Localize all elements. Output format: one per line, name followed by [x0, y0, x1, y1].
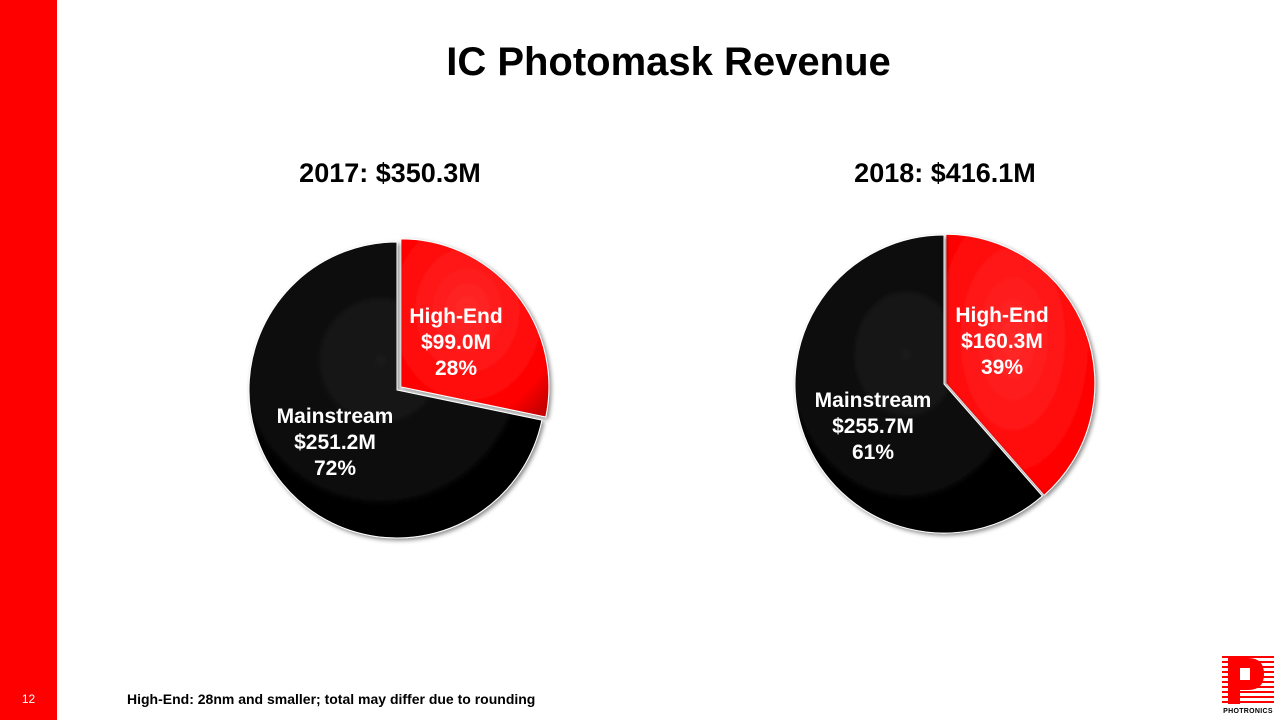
footnote: High-End: 28nm and smaller; total may di… — [127, 691, 536, 707]
logo-text: PHOTRONICS — [1223, 708, 1273, 715]
slice-label-high-end-0: High-End $99.0M 28% — [409, 305, 502, 380]
left-accent-bar — [0, 0, 57, 720]
page-number: 12 — [21, 692, 36, 706]
slide-title: IC Photomask Revenue — [446, 40, 891, 84]
pie-title-2018: 2018: $416.1M — [854, 158, 1036, 188]
pie-slice-high-end-0 — [400, 238, 550, 418]
pie-slice-mainstream-1 — [794, 234, 1044, 534]
slice-label-mainstream-0: Mainstream $251.2M 72% — [277, 405, 394, 480]
pie-slice-high-end-1 — [945, 233, 1096, 496]
photronics-logo-icon — [1218, 654, 1278, 704]
slice-label-high-end-1: High-End $160.3M 39% — [955, 304, 1048, 379]
pie-slice-mainstream-0 — [248, 241, 543, 539]
pie-title-2017: 2017: $350.3M — [299, 158, 481, 188]
slice-label-mainstream-1: Mainstream $255.7M 61% — [815, 389, 932, 464]
